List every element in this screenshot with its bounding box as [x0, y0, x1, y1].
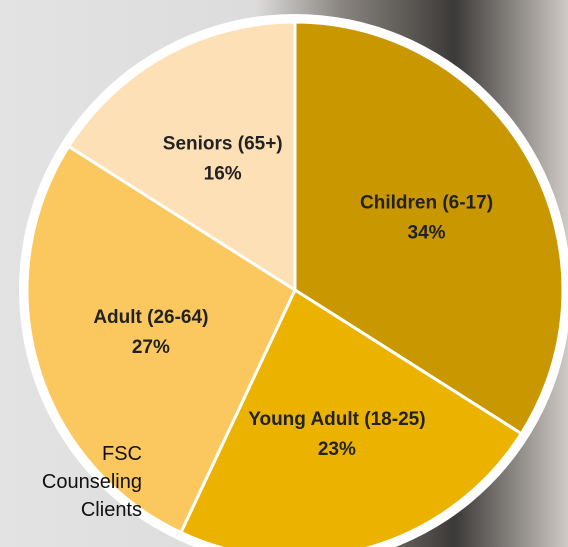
slice-label: Seniors (65+)	[163, 133, 283, 154]
slice-label: Adult (26-64)	[93, 307, 208, 328]
value-label: 23%	[318, 439, 356, 460]
page: Children (6-17) 34% Young Adult (18-25) 23%…	[0, 0, 568, 547]
value-label: 16%	[204, 163, 242, 184]
slice-label: Young Adult (18-25)	[248, 409, 425, 430]
slice-label: Children (6-17)	[360, 193, 493, 214]
value-label: 27%	[132, 337, 170, 358]
chart-title: FSC Counseling Clients	[40, 440, 142, 524]
value-label: 34%	[408, 223, 446, 244]
